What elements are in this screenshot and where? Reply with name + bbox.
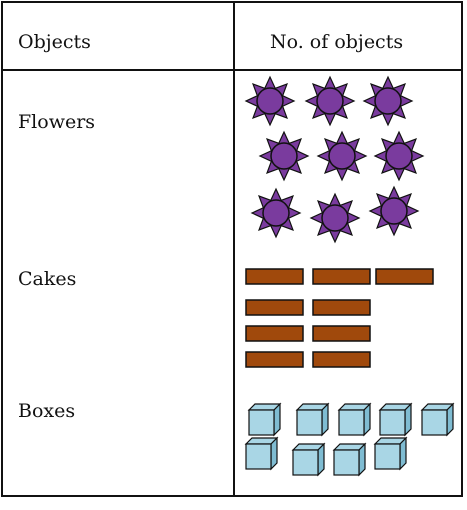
box-icon bbox=[244, 436, 279, 471]
cake-icon bbox=[312, 351, 371, 368]
row-label-flowers: Flowers bbox=[18, 111, 95, 133]
box-icon bbox=[291, 442, 326, 477]
box-icon bbox=[378, 402, 413, 437]
box-icon bbox=[420, 402, 455, 437]
cake-icon bbox=[312, 325, 371, 342]
flower-icon bbox=[258, 130, 310, 182]
cake-icon bbox=[375, 268, 434, 285]
table-border bbox=[1, 1, 463, 497]
flower-icon bbox=[368, 185, 420, 237]
boxes-group bbox=[244, 402, 455, 477]
flower-icon bbox=[362, 75, 414, 127]
cake-icon bbox=[312, 268, 371, 285]
flower-icon bbox=[316, 130, 368, 182]
row-label-boxes: Boxes bbox=[18, 400, 75, 422]
box-icon bbox=[337, 402, 372, 437]
cake-icon bbox=[312, 299, 371, 316]
cake-icon bbox=[245, 351, 304, 368]
flower-icon bbox=[244, 75, 296, 127]
box-icon bbox=[295, 402, 330, 437]
box-icon bbox=[332, 442, 367, 477]
flowers-group bbox=[244, 75, 425, 244]
header-count: No. of objects bbox=[270, 31, 403, 53]
box-icon bbox=[373, 436, 408, 471]
flower-icon bbox=[373, 130, 425, 182]
cake-icon bbox=[245, 325, 304, 342]
flower-icon bbox=[309, 192, 361, 244]
flower-icon bbox=[250, 187, 302, 239]
box-icon bbox=[247, 402, 282, 437]
cake-icon bbox=[245, 299, 304, 316]
flower-icon bbox=[304, 75, 356, 127]
cakes-group bbox=[245, 268, 434, 368]
header-objects: Objects bbox=[18, 31, 91, 53]
row-label-cakes: Cakes bbox=[18, 268, 76, 290]
cake-icon bbox=[245, 268, 304, 285]
